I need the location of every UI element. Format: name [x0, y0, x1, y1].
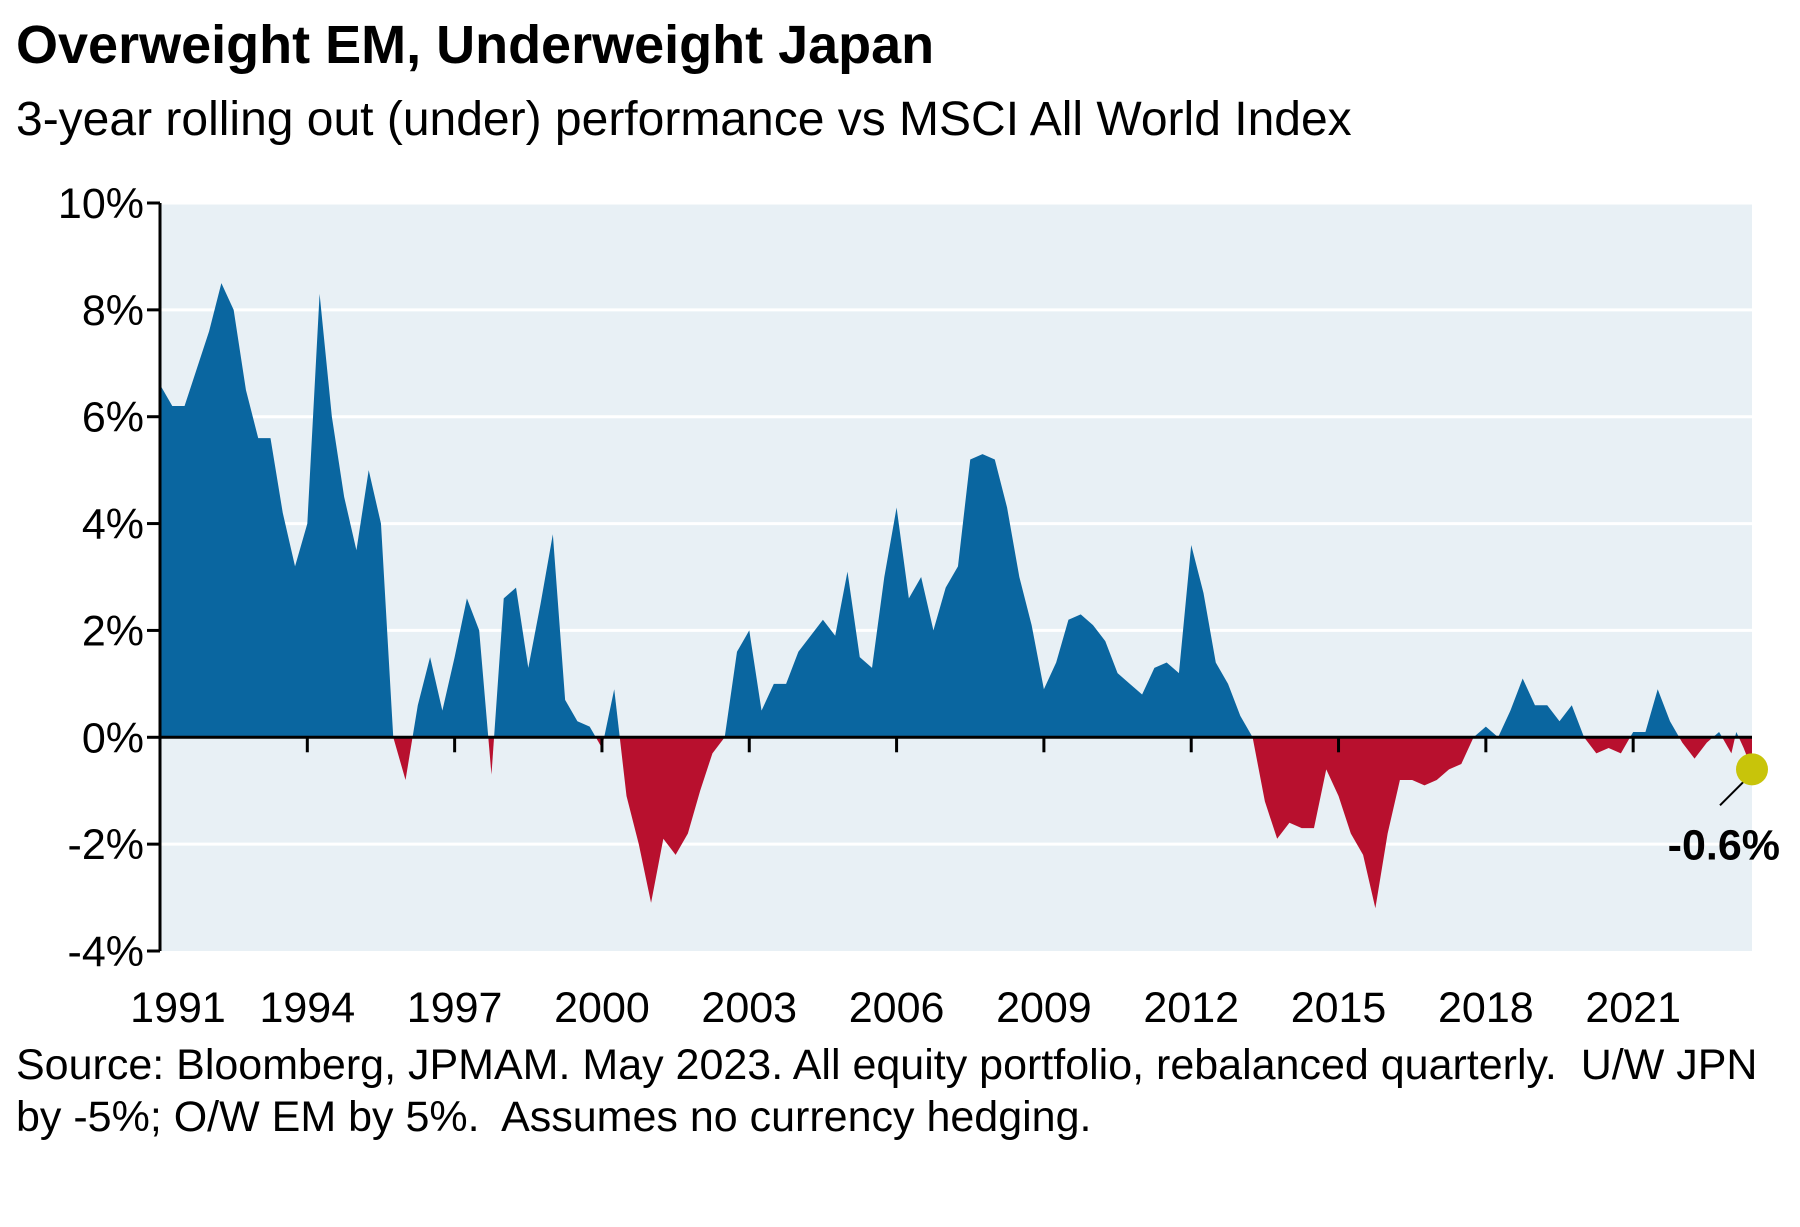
chart-subtitle: 3-year rolling out (under) performance v… [16, 93, 1352, 146]
latest-value-callout: -0.6% [1668, 753, 1780, 869]
chart-title: Overweight EM, Underweight Japan [16, 15, 935, 75]
y-tick-label: -4% [68, 928, 144, 976]
x-tick-label: 2006 [849, 984, 945, 1032]
positive-area [412, 598, 489, 738]
negative-area [1252, 737, 1474, 909]
y-tick-label: 8% [82, 287, 144, 335]
x-tick-label: 2015 [1291, 984, 1387, 1032]
y-tick-label: 10% [58, 180, 144, 228]
y-tick-label: 2% [82, 607, 144, 655]
area-chart: -4% -2% 0% 2% 4% 6% 8% 10% 1991 1994 1997 2000 2003… [58, 180, 1780, 1032]
x-tick-label: 2009 [996, 984, 1092, 1032]
x-tick-label: 1997 [407, 984, 503, 1032]
positive-area [604, 689, 620, 738]
x-tick-label: 2012 [1143, 984, 1239, 1032]
x-tick-label: 1994 [259, 984, 355, 1032]
y-axis-ticks: -4% -2% 0% 2% 4% 6% 8% 10% [58, 180, 160, 976]
negative-area [393, 737, 413, 781]
x-tick-label: 2003 [701, 984, 797, 1032]
x-tick-label: 2000 [554, 984, 650, 1032]
x-tick-label: 2018 [1438, 984, 1534, 1032]
x-tick-label: 2021 [1585, 984, 1681, 1032]
positive-area [494, 534, 596, 738]
source-note: Source: Bloomberg, JPMAM. May 2023. All … [16, 1041, 1770, 1141]
gridlines [160, 201, 1752, 846]
positive-area [1473, 678, 1585, 738]
negative-area [1738, 737, 1752, 770]
y-tick-label: 4% [82, 501, 144, 549]
area-series [160, 283, 1752, 909]
callout-label: -0.6% [1668, 821, 1780, 869]
positive-area [724, 454, 1253, 738]
positive-area [160, 283, 394, 738]
negative-area [1584, 737, 1631, 754]
y-tick-label: -2% [68, 821, 144, 869]
negative-area [619, 737, 725, 903]
x-tick-label: 1991 [130, 984, 226, 1032]
callout-marker [1736, 753, 1768, 786]
negative-area [488, 737, 495, 775]
positive-area [1630, 689, 1680, 738]
y-tick-label: 0% [82, 714, 144, 762]
y-tick-label: 6% [82, 394, 144, 442]
x-axis-ticks: 1991 1994 1997 2000 2003 2006 2009 2012 2015 2018… [130, 737, 1681, 1032]
callout-leader [1719, 780, 1745, 807]
negative-area [1722, 737, 1736, 754]
negative-area [1679, 737, 1713, 759]
